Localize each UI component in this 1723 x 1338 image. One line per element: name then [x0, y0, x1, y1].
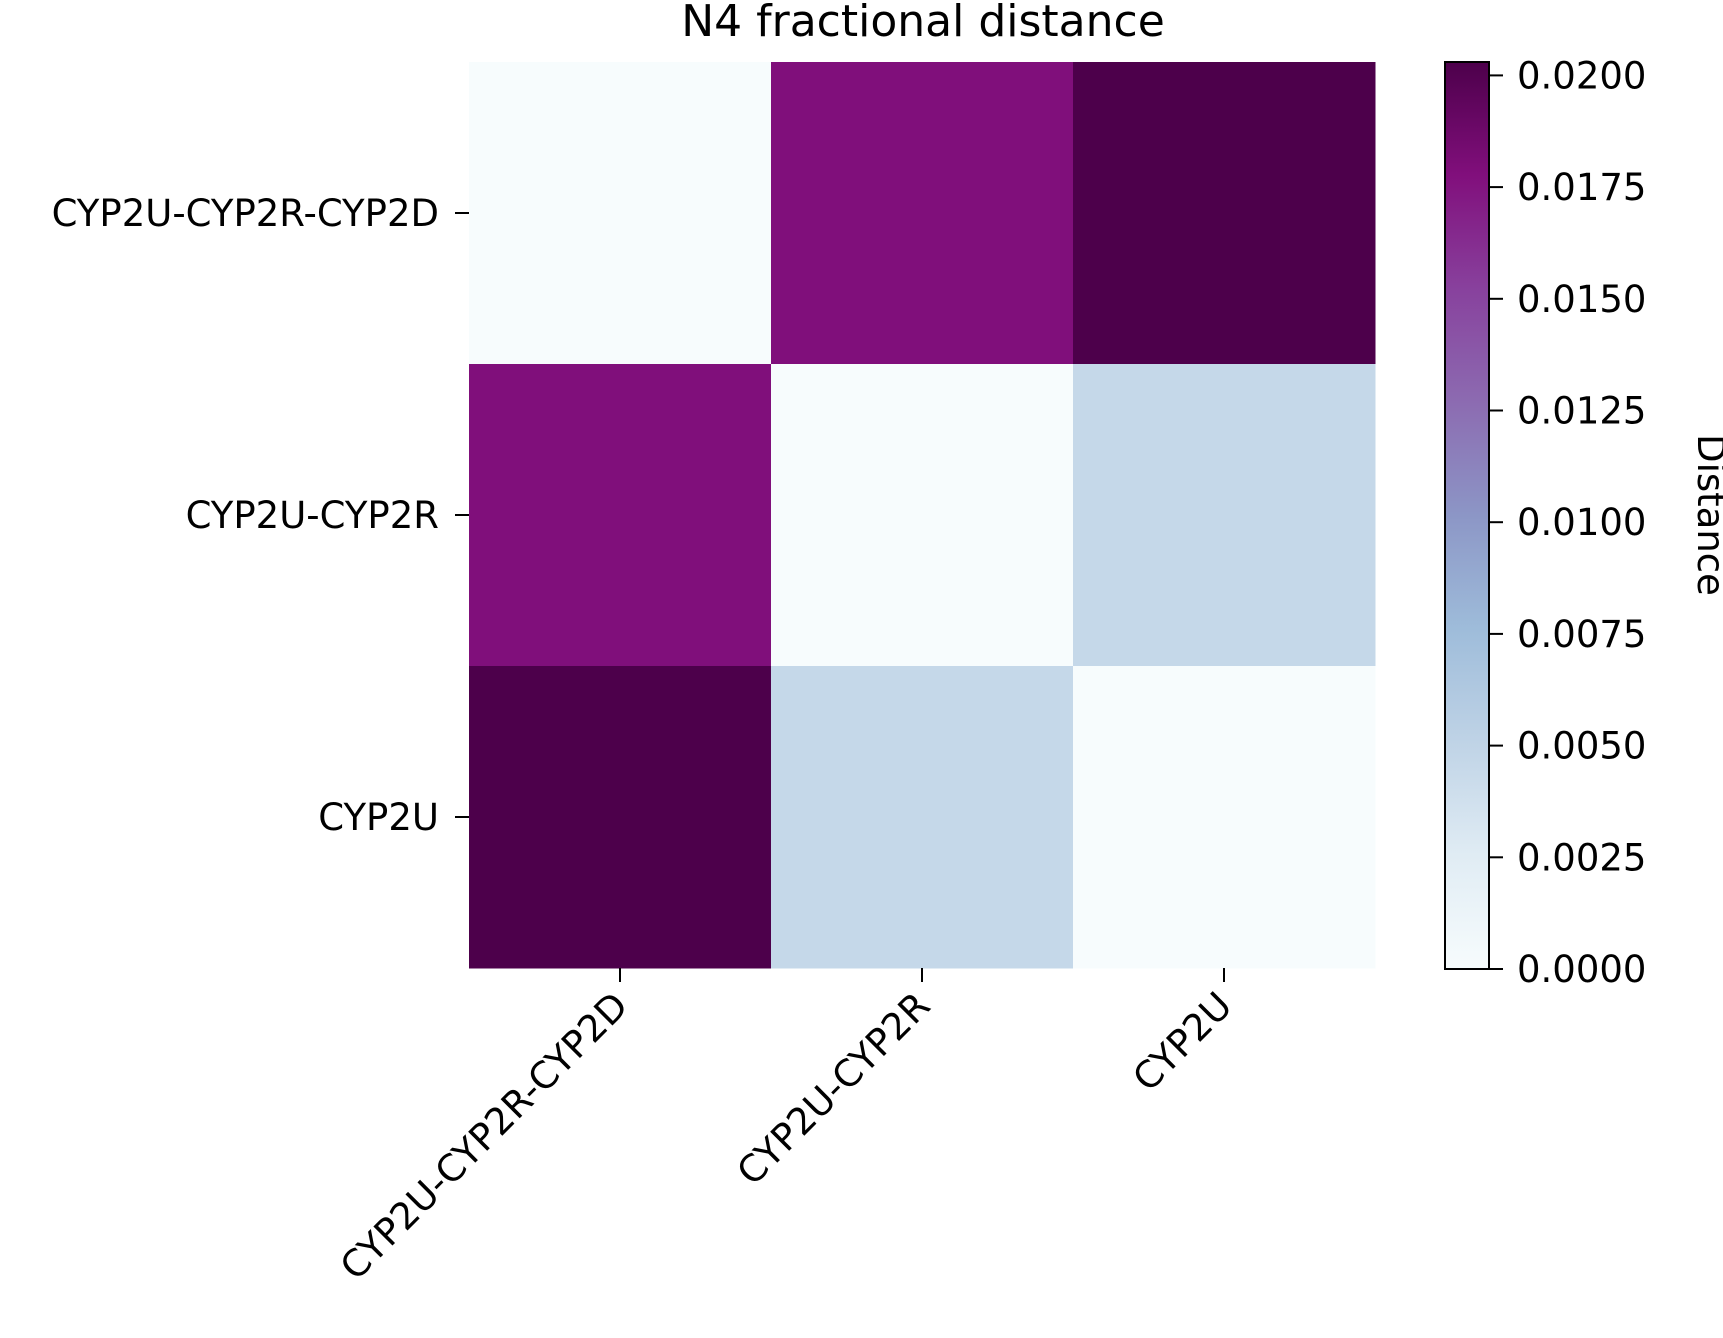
colorbar-tick-label: 0.0050: [1517, 725, 1646, 768]
y-tick-label: CYP2U-CYP2R-CYP2D: [52, 192, 439, 235]
y-tick-label: CYP2U: [318, 796, 439, 839]
heatmap-cell: [771, 364, 1074, 667]
x-tick-label: CYP2U-CYP2R-CYP2D: [332, 984, 636, 1288]
colorbar-tick-label: 0.0100: [1517, 501, 1646, 544]
colorbar-tick-label: 0.0150: [1517, 278, 1646, 321]
y-axis: CYP2U-CYP2R-CYP2D CYP2U-CYP2R CYP2U: [52, 192, 469, 839]
colorbar-tick-label: 0.0025: [1517, 836, 1646, 879]
colorbar-tick-label: 0.0000: [1517, 948, 1646, 991]
y-tick-label: CYP2U-CYP2R: [186, 494, 439, 537]
colorbar-gradient: [1444, 61, 1490, 970]
x-tick-label: CYP2U-CYP2R: [729, 984, 939, 1194]
x-tick-label: CYP2U: [1125, 984, 1241, 1100]
colorbar-label: Distance: [1689, 434, 1723, 596]
colorbar: 0.0000 0.0025 0.0050 0.0075 0.0100 0.0125 0.01…: [1444, 54, 1723, 991]
heatmap-cell: [469, 666, 772, 969]
heatmap-cell: [469, 364, 772, 667]
colorbar-tick-label: 0.0075: [1517, 613, 1646, 656]
heatmap-cell: [1073, 62, 1376, 365]
colorbar-tick-label: 0.0175: [1517, 166, 1646, 209]
heatmap-cell: [1073, 666, 1376, 969]
x-axis: CYP2U-CYP2R-CYP2D CYP2U-CYP2R CYP2U: [332, 968, 1240, 1288]
colorbar-tick-label: 0.0125: [1517, 390, 1646, 433]
heatmap-cell: [1073, 364, 1376, 667]
heatmap-cells: [469, 62, 1376, 969]
heatmap-cell: [771, 666, 1074, 969]
heatmap-cell: [469, 62, 772, 365]
chart-title: N4 fractional distance: [681, 0, 1165, 47]
heatmap-cell: [771, 62, 1074, 365]
colorbar-ticks: 0.0000 0.0025 0.0050 0.0075 0.0100 0.0125 0.01…: [1489, 54, 1646, 991]
colorbar-tick-label: 0.0200: [1517, 54, 1646, 97]
